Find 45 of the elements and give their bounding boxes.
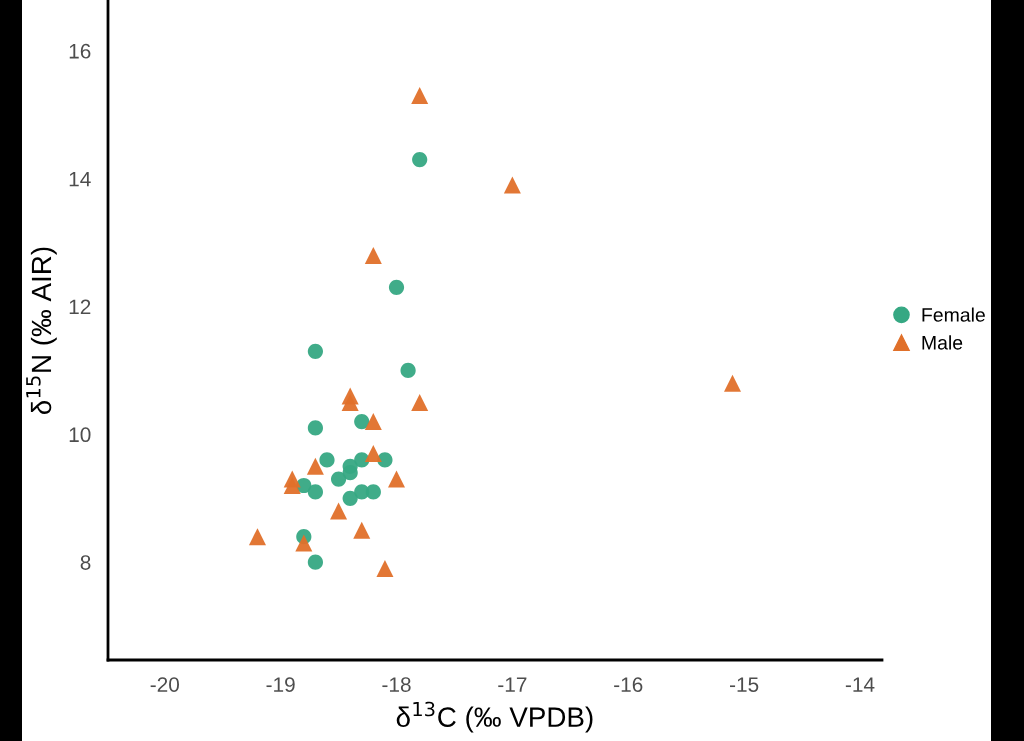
point <box>307 554 324 570</box>
x-tick-label: -20 <box>150 677 180 692</box>
point <box>342 490 358 506</box>
point <box>364 413 382 431</box>
point <box>365 484 381 500</box>
point <box>364 445 382 463</box>
point <box>319 452 335 468</box>
point <box>330 502 348 520</box>
point <box>388 470 406 488</box>
point <box>376 560 394 578</box>
y-tick-label: 16 <box>69 43 91 59</box>
point <box>411 393 429 411</box>
point <box>307 420 324 436</box>
point <box>283 477 301 495</box>
x-tick-label: -16 <box>614 677 643 692</box>
x-tick-label: -15 <box>729 677 759 692</box>
point <box>400 362 416 379</box>
point <box>411 87 429 105</box>
point <box>353 521 371 539</box>
point <box>306 457 324 475</box>
y-tick-label: 10 <box>69 427 91 443</box>
point <box>354 413 370 430</box>
y-tick-label: 14 <box>69 171 91 187</box>
legend-label: Female <box>922 307 985 322</box>
point <box>342 465 358 481</box>
point <box>388 279 405 295</box>
y-axis-title: δ$^{15}$N (‰ AIR) <box>26 247 57 415</box>
point <box>307 343 324 359</box>
y-tick-label: 12 <box>69 299 91 315</box>
point <box>330 471 347 487</box>
point <box>724 374 742 392</box>
x-tick-label: -14 <box>845 677 875 692</box>
x-axis-title: δ$^{13}$C (‰ VPDB) <box>396 701 593 733</box>
point <box>341 393 359 411</box>
point <box>307 484 324 500</box>
legend-label: Male <box>922 335 963 350</box>
point <box>364 246 382 264</box>
x-tick-label: -19 <box>266 677 295 692</box>
x-tick-label: -17 <box>498 677 527 692</box>
point <box>295 534 313 552</box>
y-tick-label: 8 <box>80 555 91 570</box>
point <box>503 176 521 194</box>
point <box>412 151 428 168</box>
point <box>248 528 266 546</box>
x-tick-label: -18 <box>382 677 411 692</box>
